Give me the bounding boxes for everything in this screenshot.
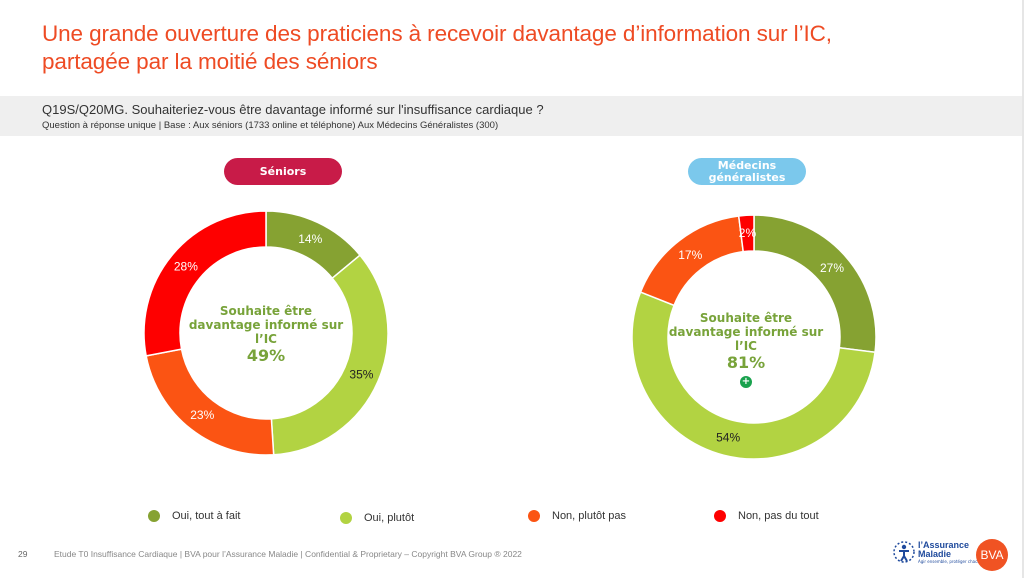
medecins-title: Médecins généralistes: [708, 158, 786, 184]
medecins-label-3: 2%: [739, 226, 757, 240]
seniors-center-label: Souhaite être davantage informé sur l’IC: [188, 304, 344, 346]
legend-label: Oui, plutôt: [364, 512, 415, 524]
question-base: Question à réponse unique | Base : Aux s…: [42, 120, 499, 131]
medecins-label-1: 54%: [716, 431, 740, 445]
page-title: Une grande ouverture des praticiens à re…: [42, 20, 832, 76]
medecins-label-2: 17%: [678, 248, 702, 262]
page-number: 29: [18, 549, 28, 559]
title-line-1: Une grande ouverture des praticiens à re…: [42, 21, 832, 46]
logo-am-line1: l’Assurance: [918, 539, 970, 550]
seniors-slice-1: [270, 254, 389, 456]
seniors-center-value: 49%: [246, 346, 286, 365]
medecins-slice-1: [631, 291, 876, 460]
legend-label: Non, plutôt pas: [552, 510, 626, 522]
legend-label: Oui, tout à fait: [172, 510, 241, 522]
seniors-label-0: 14%: [298, 232, 322, 246]
legend-item: Non, pas du tout: [714, 510, 819, 522]
logo-am-line2: Maladie: [918, 548, 952, 559]
question-bar: [0, 96, 1022, 136]
logo-am-tag: Agir ensemble, protéger chacun: [918, 558, 983, 564]
legend-dot: [528, 510, 540, 522]
plus-icon: +: [740, 376, 752, 388]
legend-item: Non, plutôt pas: [528, 510, 626, 522]
legend-item: Oui, tout à fait: [148, 510, 240, 522]
footer-text: Etude T0 Insuffisance Cardiaque | BVA po…: [54, 549, 522, 559]
legend-label: Non, pas du tout: [738, 510, 819, 522]
assurance-maladie-logo: l’Assurance Maladie Agir ensemble, proté…: [892, 540, 982, 564]
medecins-label-0: 27%: [820, 261, 844, 275]
seniors-slice-3: [143, 210, 267, 357]
legend-dot: [714, 510, 726, 522]
medecins-slice-3: [737, 214, 755, 253]
seniors-center: Souhaite être davantage informé sur l’IC…: [186, 304, 346, 366]
legend-dot: [340, 512, 352, 524]
assurance-maladie-icon: [893, 541, 915, 563]
medecins-center-label: Souhaite être davantage informé sur l’IC: [668, 311, 824, 353]
seniors-label-3: 28%: [174, 260, 198, 274]
legend-item: Oui, plutôt: [340, 512, 414, 524]
medecins-title-pill: Médecins généralistes: [688, 158, 806, 185]
question-text: Q19S/Q20MG. Souhaiteriez-vous être davan…: [42, 102, 544, 117]
medecins-center: Souhaite être davantage informé sur l’IC…: [666, 311, 826, 373]
medecins-center-value: 81%: [726, 353, 766, 372]
seniors-label-2: 23%: [190, 408, 214, 422]
title-line-2: partagée par la moitié des séniors: [42, 49, 378, 74]
legend-dot: [148, 510, 160, 522]
seniors-label-1: 35%: [349, 367, 373, 381]
bva-logo: BVA: [976, 539, 1008, 571]
page-border: [1022, 0, 1024, 578]
seniors-title-pill: Séniors: [224, 158, 342, 185]
